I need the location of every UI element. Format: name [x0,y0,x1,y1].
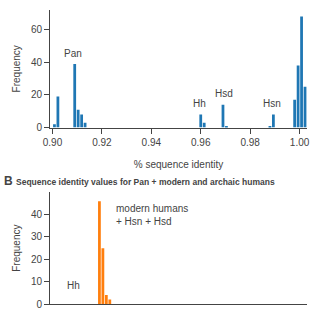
svg-text:60: 60 [31,24,43,35]
svg-text:Pan: Pan [64,48,82,59]
svg-text:20: 20 [31,89,43,100]
svg-text:40: 40 [31,209,43,220]
svg-text:Hh: Hh [193,98,206,109]
svg-text:1.00: 1.00 [290,137,310,148]
svg-text:0.92: 0.92 [92,137,112,148]
svg-text:Frequency: Frequency [11,225,22,272]
svg-text:% sequence identity: % sequence identity [134,159,224,170]
svg-text:10: 10 [31,276,43,287]
svg-text:modern humans+ Hsn + Hsd: modern humans+ Hsn + Hsd [116,203,188,227]
svg-text:Hh: Hh [67,280,80,291]
svg-text:40: 40 [31,57,43,68]
svg-text:Hsn: Hsn [263,98,281,109]
svg-text:20: 20 [31,254,43,265]
svg-text:0.98: 0.98 [240,137,260,148]
svg-text:Frequency: Frequency [11,45,22,92]
svg-text:Hsd: Hsd [215,88,233,99]
svg-text:0.90: 0.90 [43,137,63,148]
svg-text:Sequence identity values for P: Sequence identity values for Pan + moder… [16,177,275,187]
svg-text:0.96: 0.96 [191,137,211,148]
svg-text:0: 0 [36,122,42,133]
svg-text:30: 30 [31,231,43,242]
svg-text:0.94: 0.94 [142,137,162,148]
svg-text:B: B [4,174,13,188]
svg-text:0: 0 [36,299,42,310]
